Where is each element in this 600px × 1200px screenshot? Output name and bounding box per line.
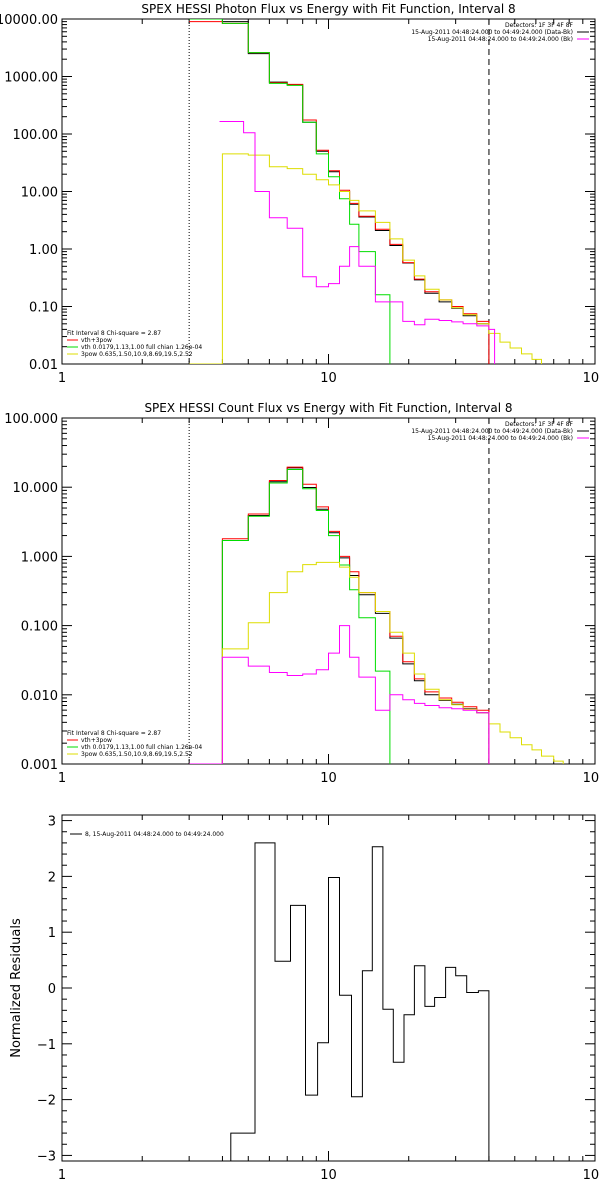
legend-entry: 3pow 0.635,1.50,10.9,8.69,19.5,2.52: [81, 751, 193, 758]
y-axis-label: Normalized Residuals: [9, 918, 24, 1058]
series-line-3: [189, 469, 391, 764]
legend-entry: 8, 15-Aug-2011 04:48:24.000 to 04:49:24.…: [85, 831, 224, 838]
y-tick-label: −3: [37, 1149, 56, 1164]
y-tick-label: 10000.00: [0, 13, 58, 28]
chart-title: SPEX HESSI Count Flux vs Energy with Fit…: [144, 401, 512, 415]
series-line-2: [189, 466, 490, 764]
series-line-4: [189, 153, 542, 364]
series-line-5: [189, 625, 490, 764]
x-tick-label: 10: [320, 771, 337, 786]
y-tick-label: −2: [37, 1094, 56, 1109]
series-line-5: [219, 121, 496, 364]
legend-entry: 15-Aug-2011 04:48:24.000 to 04:49:24.000…: [411, 29, 573, 36]
y-tick-label: 10.00: [21, 186, 58, 201]
series-line-3: [189, 19, 391, 364]
chart-panel-2: 1 10 100 0.001 0.010 0.100 1.000 10.000 100.000 S…: [4, 401, 600, 786]
legend-entry: 15-Aug-2011 04:48:24.000 to 04:49:24.000…: [428, 435, 573, 442]
series-group: [189, 19, 542, 364]
legend-entry: 3pow 0.635,1.50,10.9,8.69,19.5,2.52: [81, 351, 193, 358]
legend-entry: vth+3pow: [81, 337, 112, 344]
x-tick-label: 100: [583, 371, 600, 386]
legend-entry: Fit Interval 8 Chi-square = 2.87: [67, 730, 161, 737]
x-tick-label: 10: [320, 1168, 337, 1183]
chart-panel-3: 1 10 100 −3 −2 −1 0 1 2 3 Normalized Residuals 8, 1…: [9, 814, 600, 1183]
y-tick-label: −1: [37, 1038, 56, 1053]
chart-title: SPEX HESSI Photon Flux vs Energy with Fi…: [141, 2, 515, 16]
y-tick-label: 0: [48, 982, 56, 997]
series-line-1: [189, 842, 490, 1161]
y-tick-label: 100.00: [13, 128, 59, 143]
y-tick-label: 1.00: [29, 243, 58, 258]
legend-entry: vth+3pow: [81, 737, 112, 744]
y-tick-label: 3: [48, 815, 56, 830]
y-tick-label: 0.100: [21, 620, 58, 635]
x-tick-label: 100: [583, 771, 600, 786]
legend-entry: 15-Aug-2011 04:48:24.000 to 04:49:24.000…: [428, 36, 573, 43]
x-tick-label: 1: [58, 1168, 66, 1183]
x-tick-label: 1: [58, 771, 66, 786]
plot-frame: [61, 18, 596, 365]
x-tick-label: 10: [320, 371, 337, 386]
chart-panel-1: 1 10 100 0.01 0.10 1.00 10.00 100.00 1000.00 1000…: [0, 2, 600, 386]
legend-entry: Detectors: 1F 3F 4F 8F: [505, 22, 574, 29]
y-tick-label: 2: [48, 870, 56, 885]
legend-entry: Detectors: 1F 3F 4F 8F: [505, 421, 574, 428]
series-line-4: [189, 561, 564, 764]
series-group: [189, 466, 564, 764]
y-tick-label: 1.000: [21, 550, 58, 565]
series-group: [189, 842, 490, 1161]
plot-frame: [61, 417, 596, 765]
y-tick-label: 0.10: [29, 301, 58, 316]
y-tick-label: 0.010: [21, 689, 58, 704]
y-tick-label: 0.001: [21, 758, 58, 773]
y-tick-label: 1: [48, 926, 56, 941]
legend-entry: 15-Aug-2011 04:48:24.000 to 04:49:24.000…: [411, 428, 573, 435]
y-tick-label: 0.01: [29, 358, 58, 373]
legend-entry: vth 0.0179,1.13,1.00 full chian 1.26e-04: [81, 744, 202, 751]
x-tick-label: 100: [583, 1168, 600, 1183]
legend-entry: Fit Interval 8 Chi-square = 2.87: [67, 330, 161, 337]
y-tick-label: 1000.00: [4, 71, 58, 86]
x-tick-label: 1: [58, 371, 66, 386]
legend-entry: vth 0.0179,1.13,1.00 full chian 1.26e-04: [81, 344, 202, 351]
y-tick-label: 100.000: [4, 412, 58, 427]
y-tick-label: 10.000: [13, 481, 59, 496]
series-line-1: [189, 467, 490, 764]
